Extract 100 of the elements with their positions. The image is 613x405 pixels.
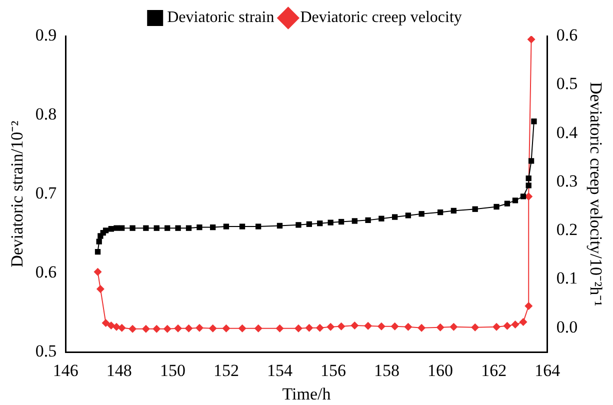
point bbox=[450, 322, 458, 331]
point bbox=[223, 224, 230, 230]
y-tick-label: 0.7 bbox=[35, 184, 58, 203]
point bbox=[210, 224, 216, 230]
point bbox=[317, 220, 323, 226]
point bbox=[364, 322, 372, 330]
point bbox=[96, 238, 102, 244]
point bbox=[175, 225, 181, 231]
point bbox=[114, 225, 120, 231]
x-tick-label: 148 bbox=[106, 360, 132, 380]
point bbox=[296, 222, 302, 228]
point bbox=[276, 324, 284, 332]
x-axis-title: Time/h bbox=[282, 384, 332, 404]
point bbox=[352, 218, 358, 224]
point bbox=[531, 118, 537, 124]
y2-tick-label: 0.4 bbox=[556, 122, 578, 142]
point bbox=[222, 324, 230, 332]
point bbox=[142, 324, 150, 333]
point bbox=[294, 324, 302, 332]
point bbox=[404, 322, 412, 331]
point bbox=[94, 248, 101, 255]
point bbox=[365, 217, 371, 224]
point bbox=[418, 211, 424, 217]
point bbox=[163, 324, 172, 333]
point bbox=[254, 324, 262, 332]
point bbox=[503, 322, 512, 330]
point bbox=[520, 194, 526, 200]
x-tick-label: 160 bbox=[428, 360, 454, 380]
point bbox=[208, 324, 217, 332]
point bbox=[119, 225, 125, 231]
point bbox=[112, 322, 120, 331]
point bbox=[519, 318, 528, 326]
x-tick-label: 146 bbox=[52, 360, 78, 380]
point bbox=[526, 182, 532, 188]
point bbox=[102, 319, 110, 328]
point bbox=[238, 324, 246, 332]
y2-tick-label: 0.1 bbox=[556, 268, 578, 288]
point bbox=[102, 228, 109, 234]
x-tick-label: 164 bbox=[534, 360, 561, 380]
y-axis-title: Deviatoric strain/10⁻² bbox=[8, 120, 27, 268]
point bbox=[492, 322, 501, 331]
point bbox=[239, 224, 246, 230]
point bbox=[186, 225, 192, 231]
point bbox=[276, 222, 283, 229]
point bbox=[337, 322, 346, 330]
y-tick-label: 0.8 bbox=[35, 104, 57, 124]
point bbox=[256, 224, 262, 230]
point bbox=[196, 224, 202, 230]
y2-tick-label: 0.3 bbox=[556, 171, 578, 190]
point bbox=[528, 158, 534, 164]
point bbox=[494, 204, 500, 210]
point bbox=[450, 208, 457, 214]
point bbox=[504, 200, 510, 206]
point bbox=[377, 322, 386, 330]
point bbox=[512, 198, 518, 204]
point bbox=[392, 214, 398, 220]
y2-tick-label: 0.0 bbox=[556, 317, 578, 336]
x-tick-label: 152 bbox=[213, 360, 239, 380]
point bbox=[130, 225, 136, 231]
point bbox=[378, 216, 384, 222]
point bbox=[152, 324, 161, 333]
x-tick-label: 162 bbox=[481, 360, 507, 380]
point bbox=[326, 322, 335, 331]
point bbox=[94, 268, 102, 276]
x-tick-label: 156 bbox=[320, 360, 346, 380]
point bbox=[143, 225, 149, 231]
point bbox=[436, 323, 444, 332]
point bbox=[305, 324, 314, 332]
point bbox=[524, 302, 533, 310]
point bbox=[350, 321, 359, 330]
x-tick-label: 150 bbox=[160, 360, 186, 380]
y2-axis-title: Deviatoric creep velocity/10⁻²h⁻¹ bbox=[586, 82, 606, 306]
point bbox=[338, 218, 344, 225]
point bbox=[527, 36, 536, 44]
y2-tick-label: 0.2 bbox=[556, 220, 578, 240]
y2-tick-label: 0.6 bbox=[556, 25, 578, 44]
point bbox=[511, 320, 520, 328]
legend-label: Deviatoric creep velocity bbox=[300, 9, 462, 26]
point bbox=[195, 324, 204, 332]
point bbox=[96, 284, 104, 293]
point bbox=[306, 221, 312, 227]
point bbox=[164, 225, 170, 231]
point bbox=[118, 324, 126, 332]
point bbox=[328, 220, 334, 226]
point bbox=[107, 321, 116, 330]
point bbox=[184, 324, 193, 332]
y-tick-label: 0.9 bbox=[35, 25, 57, 44]
point bbox=[405, 212, 412, 218]
y2-tick-label: 0.5 bbox=[556, 74, 578, 94]
point bbox=[390, 322, 399, 330]
x-tick-label: 154 bbox=[266, 360, 293, 380]
legend-label: Deviatoric strain bbox=[167, 9, 274, 26]
point bbox=[174, 324, 182, 332]
point bbox=[128, 324, 137, 333]
point bbox=[471, 323, 480, 332]
point bbox=[472, 206, 478, 212]
point bbox=[154, 225, 160, 231]
x-tick-label: 158 bbox=[374, 360, 400, 380]
y-tick-label: 0.6 bbox=[35, 262, 57, 282]
point bbox=[526, 175, 532, 182]
